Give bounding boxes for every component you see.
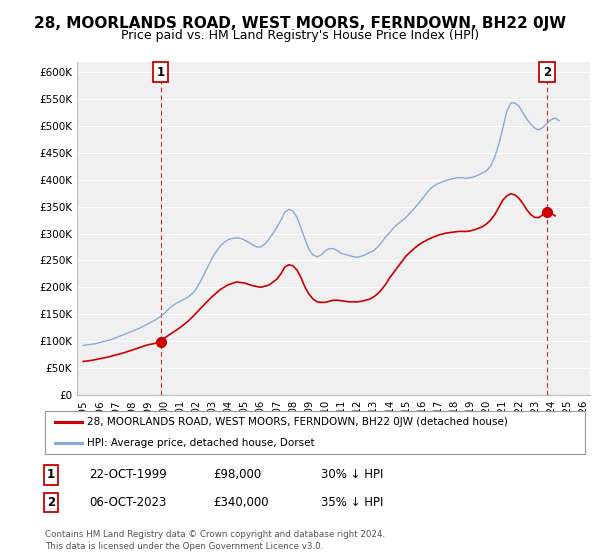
Text: 2: 2 [47, 496, 55, 509]
Text: 28, MOORLANDS ROAD, WEST MOORS, FERNDOWN, BH22 0JW: 28, MOORLANDS ROAD, WEST MOORS, FERNDOWN… [34, 16, 566, 31]
Text: 30% ↓ HPI: 30% ↓ HPI [321, 468, 383, 482]
Text: 06-OCT-2023: 06-OCT-2023 [89, 496, 166, 509]
Text: 22-OCT-1999: 22-OCT-1999 [89, 468, 167, 482]
Text: 35% ↓ HPI: 35% ↓ HPI [321, 496, 383, 509]
Text: 1: 1 [157, 66, 165, 79]
Text: 1: 1 [47, 468, 55, 482]
Text: £98,000: £98,000 [213, 468, 261, 482]
Text: This data is licensed under the Open Government Licence v3.0.: This data is licensed under the Open Gov… [45, 542, 323, 551]
Text: 28, MOORLANDS ROAD, WEST MOORS, FERNDOWN, BH22 0JW (detached house): 28, MOORLANDS ROAD, WEST MOORS, FERNDOWN… [87, 417, 508, 427]
Text: 2: 2 [543, 66, 551, 79]
Text: Price paid vs. HM Land Registry's House Price Index (HPI): Price paid vs. HM Land Registry's House … [121, 29, 479, 42]
Text: £340,000: £340,000 [213, 496, 269, 509]
Text: HPI: Average price, detached house, Dorset: HPI: Average price, detached house, Dors… [87, 437, 315, 447]
Text: Contains HM Land Registry data © Crown copyright and database right 2024.: Contains HM Land Registry data © Crown c… [45, 530, 385, 539]
